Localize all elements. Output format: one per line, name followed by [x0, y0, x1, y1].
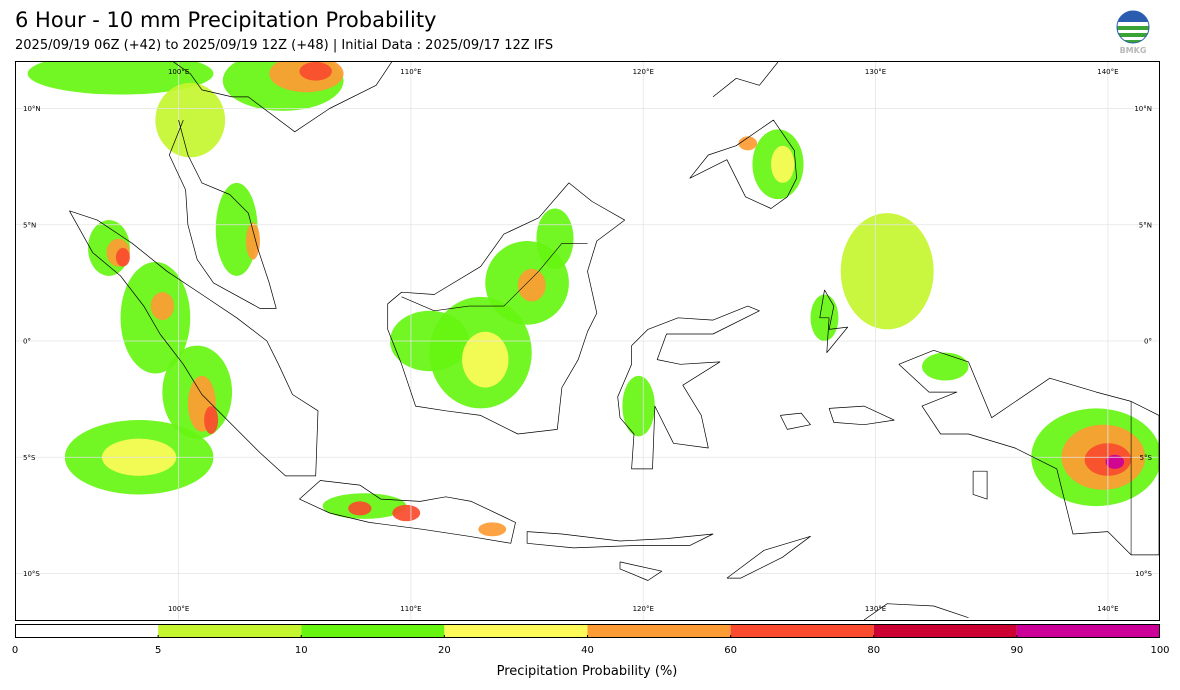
lon-label-bottom-110: 110°E [400, 605, 421, 613]
lon-label-bottom-140: 140°E [1097, 605, 1118, 613]
lat-label-right-10: 10°N [1134, 105, 1152, 113]
precip-area-10 [120, 261, 191, 374]
borneo-border [401, 243, 588, 312]
coastline-borneo [387, 182, 626, 435]
coastline-aru [972, 470, 988, 500]
lon-label-top-120: 120°E [633, 68, 654, 76]
colorbar-bin-60-80 [730, 624, 874, 638]
precip-area-4 [299, 62, 332, 81]
colorbar-tick-100: 100 [1150, 645, 1170, 656]
precip-area-23 [462, 331, 509, 388]
coastline-mindanao [689, 119, 797, 209]
lon-label-bottom-130: 130°E [865, 605, 886, 613]
lon-label-top-140: 140°E [1097, 68, 1118, 76]
precip-area-19 [392, 504, 421, 522]
coastline-sumatra [69, 210, 319, 477]
precipitation-layer [27, 62, 1159, 537]
precip-area-9 [115, 248, 130, 267]
precip-area-0 [27, 62, 214, 95]
coastline-new-guinea [898, 349, 1159, 556]
lat-label-left-0: 0° [23, 338, 31, 346]
coastline-indochina [172, 62, 393, 133]
bmkg-logo-text: BMKG [1120, 46, 1147, 55]
precipitation-map[interactable]: 100°E 100°E 110°E 110°E 120°E 120°E 130°E 130°E… [15, 61, 1160, 621]
country-borders [401, 243, 1132, 555]
lon-label-bottom-120: 120°E [633, 605, 654, 613]
precip-area-11 [150, 292, 174, 321]
graticule [16, 62, 1159, 620]
colorbar-tick-40: 40 [581, 645, 594, 656]
coastline-malay-peninsula [168, 119, 277, 309]
colorbar-bin-90-100 [1016, 624, 1160, 638]
coastline-halmahera [819, 289, 849, 353]
precip-area-37 [1105, 454, 1125, 469]
map-title: 6 Hour - 10 mm Precipitation Probability [15, 8, 437, 32]
precip-area-31 [840, 213, 934, 330]
precip-area-6 [245, 222, 260, 260]
lat-label-right--10: 10°S [1135, 570, 1152, 578]
colorbar-tick-10: 10 [294, 645, 308, 656]
lat-label-left-10: 10°N [23, 105, 41, 113]
colorbar-bin-40-60 [587, 624, 731, 638]
colorbar-label: Precipitation Probability (%) [496, 664, 678, 679]
precip-area-20 [478, 522, 507, 537]
lat-label-left--10: 10°S [23, 570, 40, 578]
precip-area-1 [155, 82, 226, 158]
colorbar-bin-80-90 [873, 624, 1017, 638]
lon-label-top-100: 100°E [168, 68, 189, 76]
lat-label-left--5: 5°S [23, 454, 36, 462]
lon-label-top-130: 130°E [865, 68, 886, 76]
coastlines [69, 62, 1159, 620]
precip-area-29 [738, 136, 758, 151]
colorbar-tick-80: 80 [867, 645, 881, 656]
precip-area-18 [348, 501, 372, 516]
precip-area-28 [771, 145, 795, 183]
precip-area-26 [536, 208, 574, 269]
coastline-sumba [619, 561, 663, 581]
coastline-java [299, 480, 516, 544]
colorbar-tick-90: 90 [1010, 645, 1024, 656]
colorbar-tick-0: 0 [11, 645, 19, 656]
map-labels: 100°E 100°E 110°E 110°E 120°E 120°E 130°E 130°E… [23, 68, 1153, 613]
colorbar-bin-5-10 [158, 624, 302, 638]
map-subtitle: 2025/09/19 06Z (+42) to 2025/09/19 12Z (… [15, 38, 554, 53]
colorbar-tick-60: 60 [724, 645, 737, 656]
colorbar [15, 624, 1160, 638]
precip-area-32 [922, 352, 969, 381]
colorbar-tick-20: 20 [438, 645, 451, 656]
bmkg-logo-icon: BMKG [1114, 10, 1152, 56]
coastline-buru [779, 412, 811, 430]
precip-area-25 [517, 268, 546, 302]
colorbar-bin-0-5 [15, 624, 159, 638]
precip-area-5 [215, 182, 258, 276]
colorbar-bin-20-40 [444, 624, 588, 638]
precip-area-14 [204, 406, 219, 434]
lon-label-bottom-100: 100°E [168, 605, 189, 613]
lon-label-top-110: 110°E [400, 68, 421, 76]
coastline-sulawesi [617, 305, 760, 470]
coastline-timor [726, 535, 811, 579]
lat-label-right-0: 0° [1144, 338, 1152, 346]
coastline-seram [828, 405, 895, 426]
coastline-visayas [712, 62, 779, 98]
lat-label-right--5: 5°S [1140, 454, 1153, 462]
coastline-lesser-sunda [526, 531, 714, 549]
colorbar-tick-5: 5 [154, 645, 162, 656]
coastline-australia-north [863, 603, 969, 620]
colorbar-bin-10-20 [301, 624, 445, 638]
precip-area-33 [622, 375, 655, 437]
lat-label-right-5: 5°N [1139, 221, 1152, 229]
lat-label-left-5: 5°N [23, 221, 36, 229]
